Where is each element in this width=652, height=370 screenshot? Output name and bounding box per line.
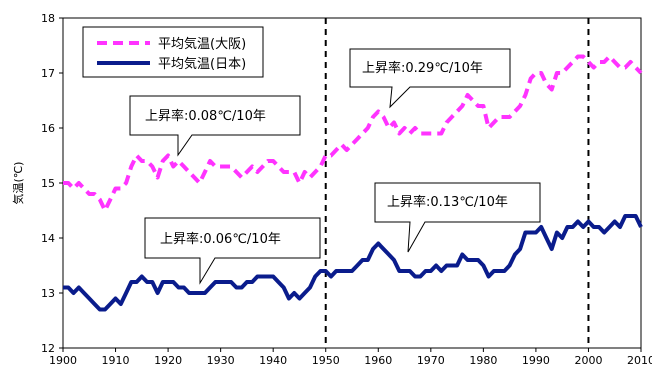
callout-4-box bbox=[374, 182, 541, 253]
x-tick-label: 1990 bbox=[522, 354, 550, 367]
x-tick-label: 1900 bbox=[49, 354, 77, 367]
y-tick-label: 12 bbox=[41, 342, 55, 355]
callout-3-box bbox=[144, 217, 321, 285]
legend-box bbox=[82, 26, 264, 78]
x-tick-label: 1920 bbox=[154, 354, 182, 367]
legend-label-japan: 平均気温(日本) bbox=[158, 56, 246, 72]
y-tick-label: 16 bbox=[41, 122, 55, 135]
x-tick-label: 2000 bbox=[574, 354, 602, 367]
series-line bbox=[63, 214, 643, 312]
x-tick-label: 1930 bbox=[207, 354, 235, 367]
y-tick-label: 18 bbox=[41, 12, 55, 25]
x-tick-label: 1970 bbox=[417, 354, 445, 367]
callout-4-text: 上昇率:0.13℃/10年 bbox=[387, 194, 508, 210]
y-tick-label: 15 bbox=[41, 177, 55, 190]
callout-1: 上昇率:0.08℃/10年 bbox=[129, 95, 301, 157]
y-tick-label: 17 bbox=[41, 67, 55, 80]
x-tick-label: 1940 bbox=[259, 354, 287, 367]
x-tick-label: 1980 bbox=[469, 354, 497, 367]
y-tick-label: 13 bbox=[41, 287, 55, 300]
x-tick-label: 1960 bbox=[364, 354, 392, 367]
series-group bbox=[63, 54, 643, 312]
y-tick-label: 14 bbox=[41, 232, 55, 245]
callout-3-text: 上昇率:0.06℃/10年 bbox=[160, 231, 281, 247]
x-tick-label: 1910 bbox=[102, 354, 130, 367]
legend: 平均気温(大阪) 平均気温(日本) bbox=[82, 26, 264, 78]
callout-2-text: 上昇率:0.29℃/10年 bbox=[362, 60, 483, 76]
y-axis-ticks: 12 13 14 15 16 17 18 bbox=[41, 12, 63, 355]
x-tick-label: 2010 bbox=[627, 354, 652, 367]
series-line bbox=[63, 54, 643, 213]
vertical-markers bbox=[324, 18, 590, 348]
callout-2-box bbox=[349, 48, 511, 109]
x-tick-label: 1950 bbox=[312, 354, 340, 367]
x-axis-ticks: 1900 1910 1920 1930 1940 1950 1960 1970 1980 1990… bbox=[49, 348, 652, 367]
legend-label-osaka: 平均気温(大阪) bbox=[158, 36, 246, 52]
callout-4: 上昇率:0.13℃/10年 bbox=[374, 182, 541, 253]
callout-2: 上昇率:0.29℃/10年 bbox=[349, 48, 511, 109]
callout-1-text: 上昇率:0.08℃/10年 bbox=[145, 108, 266, 124]
callout-1-box bbox=[129, 95, 301, 157]
callout-3: 上昇率:0.06℃/10年 bbox=[144, 217, 321, 285]
y-axis-label: 気温(℃) bbox=[11, 162, 25, 205]
